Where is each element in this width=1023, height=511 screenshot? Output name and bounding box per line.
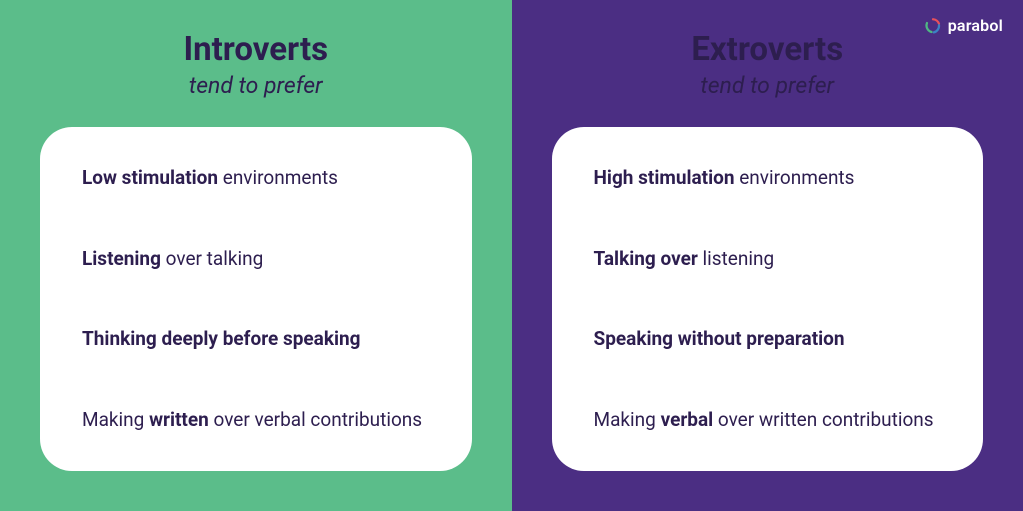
brand-name: parabol [948, 16, 1003, 35]
list-item: Speaking without preparation [594, 326, 942, 352]
list-item: Listening over talking [82, 246, 430, 272]
list-item: Low stimulation environments [82, 165, 430, 191]
card-extroverts: High stimulation environments Talking ov… [552, 127, 984, 471]
heading-left: Introverts tend to prefer [40, 30, 472, 99]
subtitle-extroverts: tend to prefer [552, 72, 984, 99]
title-extroverts: Extroverts [552, 30, 984, 70]
list-item: Thinking deeply before speaking [82, 326, 430, 352]
parabol-icon [924, 17, 942, 35]
heading-right: Extroverts tend to prefer [552, 30, 984, 99]
brand-logo: parabol [924, 16, 1003, 35]
list-item: High stimulation environments [594, 165, 942, 191]
panel-extroverts: parabol Extroverts tend to prefer High s… [512, 0, 1023, 511]
title-introverts: Introverts [40, 30, 472, 70]
list-item: Talking over listening [594, 246, 942, 272]
panel-introverts: Introverts tend to prefer Low stimulatio… [0, 0, 512, 511]
card-introverts: Low stimulation environments Listening o… [40, 127, 472, 471]
subtitle-introverts: tend to prefer [40, 72, 472, 99]
list-item: Making written over verbal contributions [82, 407, 430, 433]
list-item: Making verbal over written contributions [594, 407, 942, 433]
